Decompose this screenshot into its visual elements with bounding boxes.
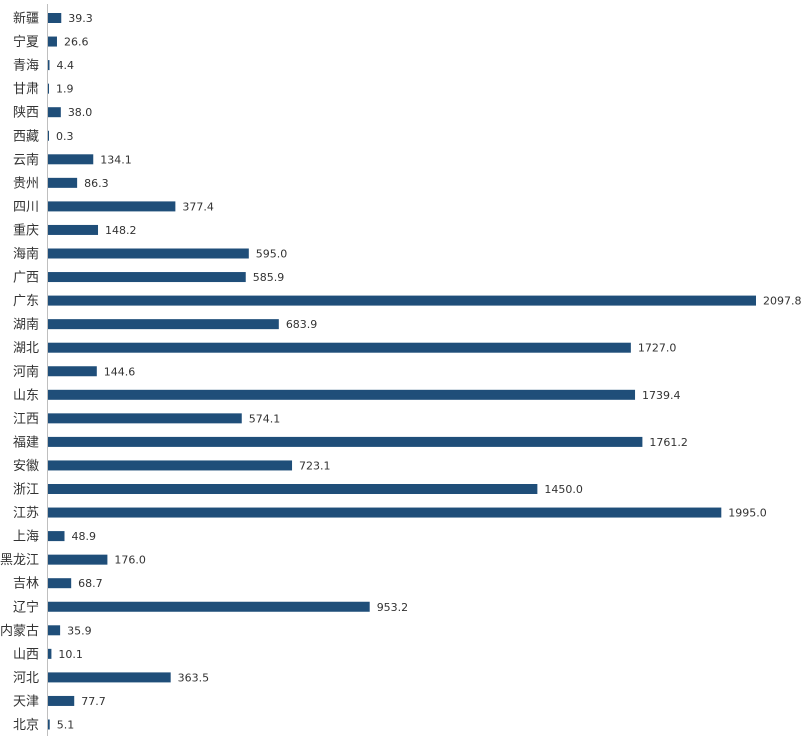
category-label: 云南 (13, 152, 39, 168)
category-label: 山西 (13, 647, 39, 662)
category-label: 湖北 (13, 341, 39, 356)
bar (48, 436, 643, 447)
data-label: 26.6 (64, 36, 88, 49)
data-label: 35.9 (67, 624, 92, 637)
data-label: 39.3 (68, 12, 93, 25)
bar (48, 578, 72, 589)
data-label: 0.3 (56, 130, 74, 143)
data-label: 134.1 (100, 153, 132, 166)
category-label: 广西 (13, 271, 39, 286)
bar (48, 201, 176, 212)
bar (48, 177, 78, 188)
data-label: 1739.4 (642, 389, 681, 402)
bar (48, 601, 370, 612)
data-label: 1761.2 (649, 436, 688, 449)
bars-layer: 新疆 39.3 宁夏 26.6 青海 4.4 甘肃 1.9 陕西 38.0 西藏 0.3 云南 134.1… (0, 11, 802, 734)
data-label: 144.6 (104, 365, 136, 378)
data-label: 86.3 (84, 177, 109, 190)
bar (48, 413, 242, 424)
category-label: 福建 (13, 435, 39, 450)
data-label: 683.9 (286, 318, 318, 331)
category-label: 陕西 (13, 106, 39, 121)
category-label: 黑龙江 (0, 553, 39, 568)
category-label: 安徽 (13, 459, 39, 474)
data-label: 1450.0 (544, 483, 583, 496)
bar (48, 672, 171, 683)
bar (48, 272, 246, 283)
category-label: 河北 (13, 671, 39, 686)
bar (48, 83, 49, 94)
bar (48, 319, 279, 330)
category-label: 四川 (13, 200, 39, 215)
category-label: 海南 (13, 246, 39, 262)
data-label: 1727.0 (638, 342, 677, 355)
category-label: 天津 (13, 694, 39, 709)
bar (48, 531, 65, 542)
data-label: 77.7 (81, 695, 106, 708)
category-label: 青海 (13, 59, 39, 74)
data-label: 377.4 (182, 200, 214, 213)
data-label: 574.1 (249, 412, 281, 425)
category-label: 吉林 (13, 577, 39, 592)
category-label: 广东 (13, 294, 39, 309)
data-label: 585.9 (253, 271, 284, 284)
bar (48, 554, 108, 565)
bar (48, 248, 249, 259)
category-label: 江西 (13, 412, 39, 427)
bar (48, 36, 57, 47)
category-label: 湖南 (13, 317, 39, 333)
data-label: 1995.0 (728, 507, 767, 520)
category-label: 贵州 (13, 176, 39, 191)
data-label: 2097.8 (763, 295, 802, 308)
bar (48, 295, 756, 306)
data-label: 148.2 (105, 224, 137, 237)
bar (48, 389, 636, 400)
bar (48, 107, 61, 118)
data-label: 953.2 (377, 601, 409, 614)
category-label: 江苏 (13, 505, 39, 521)
bar (48, 224, 99, 235)
data-label: 176.0 (114, 554, 146, 567)
data-label: 723.1 (299, 459, 331, 472)
bar (48, 648, 52, 659)
bar (48, 484, 538, 494)
data-label: 10.1 (58, 648, 83, 661)
bar (48, 60, 50, 71)
bar (48, 366, 97, 377)
data-label: 68.7 (78, 577, 103, 590)
category-label: 内蒙古 (0, 623, 39, 639)
data-label: 4.4 (56, 59, 74, 72)
bar (48, 625, 61, 636)
bar (48, 130, 49, 141)
bar (48, 154, 94, 165)
bar (48, 719, 50, 730)
data-label: 38.0 (68, 106, 93, 119)
category-label: 宁夏 (13, 34, 39, 50)
category-label: 浙江 (13, 483, 39, 498)
bar (48, 342, 631, 353)
category-label: 上海 (13, 530, 39, 545)
category-label: 山东 (13, 388, 39, 403)
data-label: 48.9 (72, 530, 97, 543)
category-label: 北京 (13, 718, 39, 733)
category-label: 新疆 (13, 11, 39, 27)
category-label: 甘肃 (13, 82, 39, 97)
data-label: 363.5 (178, 671, 210, 684)
data-label: 595.0 (256, 248, 287, 261)
bar (48, 460, 293, 471)
bar (48, 695, 75, 706)
bar (48, 507, 722, 518)
bar (48, 13, 62, 23)
data-label: 5.1 (57, 719, 75, 732)
category-label: 辽宁 (13, 599, 39, 615)
category-label: 重庆 (13, 222, 39, 238)
category-label: 河南 (13, 364, 39, 380)
data-label: 1.9 (56, 83, 74, 96)
category-label: 西藏 (13, 129, 39, 144)
